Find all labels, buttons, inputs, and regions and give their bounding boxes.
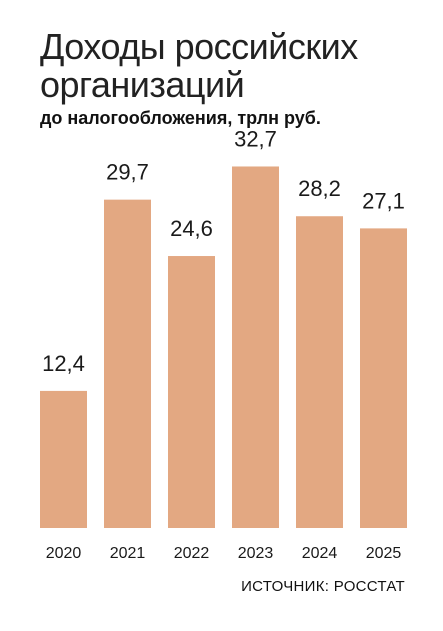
category-label-2020: 2020 — [46, 545, 82, 562]
bar-2024 — [296, 216, 343, 528]
bar-2023 — [232, 166, 279, 528]
value-label-2020: 12,4 — [42, 351, 85, 376]
category-label-2024: 2024 — [302, 545, 338, 562]
category-label-2021: 2021 — [110, 545, 146, 562]
value-label-2021: 29,7 — [106, 160, 149, 185]
category-label-2022: 2022 — [174, 545, 210, 562]
source-note: ИСТОЧНИК: РОССТАТ — [241, 578, 405, 595]
bar-2022 — [168, 256, 215, 528]
value-label-2024: 28,2 — [298, 176, 341, 201]
value-label-2023: 32,7 — [234, 126, 277, 151]
value-label-2025: 27,1 — [362, 188, 405, 213]
chart-subtitle: до налогообложения, трлн руб. — [40, 108, 321, 128]
category-label-2023: 2023 — [238, 545, 274, 562]
bar-2025 — [360, 228, 407, 528]
value-label-2022: 24,6 — [170, 216, 213, 241]
bar-2021 — [104, 199, 151, 528]
chart-title: Доходы российских организаций — [40, 26, 358, 105]
bar-2020 — [40, 390, 87, 528]
category-label-2025: 2025 — [366, 545, 402, 562]
